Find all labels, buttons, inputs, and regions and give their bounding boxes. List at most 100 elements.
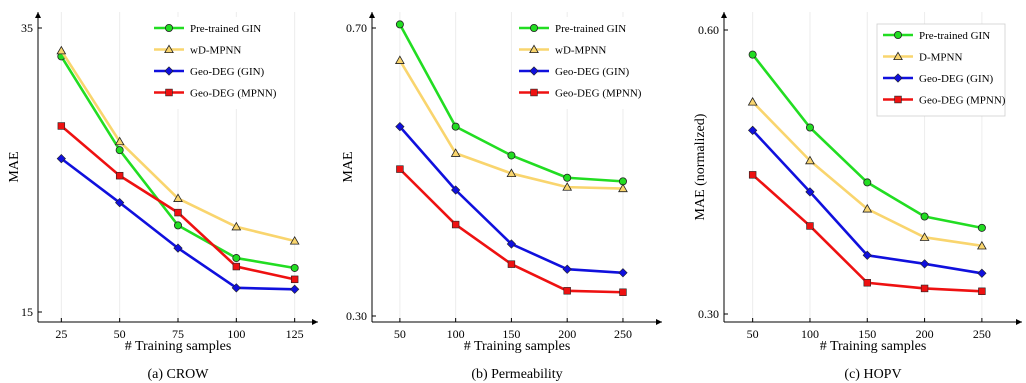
y-axis-label: MAE	[341, 151, 356, 182]
data-point	[231, 283, 241, 293]
panel-hopv: 50 100 150 200 250 0.60 0.30 # Training samples…	[693, 12, 1022, 382]
x-tick-label: 150	[858, 327, 876, 341]
legend-label: Pre-trained GIN	[190, 23, 261, 35]
legend-label: Geo-DEG (MPNN)	[919, 95, 1006, 107]
x-tick-label: 50	[747, 327, 759, 341]
data-point	[805, 123, 814, 132]
legend-marker	[894, 95, 902, 104]
data-point	[173, 243, 183, 253]
legend-label: Geo-DEG (MPNN)	[190, 88, 277, 100]
legend-label: wD-MPNN	[555, 45, 606, 57]
legend-label: wD-MPNN	[190, 45, 241, 57]
y-axis-label: MAE	[7, 151, 22, 182]
data-point	[395, 122, 405, 132]
x-tick-label: 100	[227, 327, 245, 341]
x-tick-label: 200	[916, 327, 934, 341]
x-tick-label: 75	[172, 327, 184, 341]
data-point	[863, 279, 871, 287]
data-point	[451, 220, 460, 229]
data-point	[507, 151, 516, 160]
data-point	[57, 122, 66, 130]
data-point	[805, 155, 815, 165]
legend-marker	[893, 73, 903, 83]
panel-crow: 25 50 75 100 125 35 15 # Training samples MAE (a)…	[7, 12, 318, 382]
series-wd-mpnn	[394, 55, 628, 193]
legend-marker	[164, 44, 174, 54]
data-point	[395, 20, 404, 29]
x-axis-arrow	[656, 319, 662, 325]
data-point	[563, 287, 571, 295]
x-tick-label: 25	[55, 327, 67, 341]
data-point	[290, 263, 299, 272]
x-tick-label: 50	[114, 327, 126, 341]
data-point	[976, 240, 987, 250]
data-point	[506, 239, 517, 249]
legend-marker	[164, 23, 173, 32]
panel-permeability: 50 100 150 200 250 0.70 0.30 # Training samples…	[341, 12, 662, 382]
data-point	[114, 136, 125, 146]
data-point	[562, 264, 572, 274]
data-point	[748, 50, 757, 59]
y-axis-arrow	[721, 12, 727, 18]
data-point	[748, 171, 757, 179]
x-tick-label: 125	[286, 327, 304, 341]
data-point	[748, 125, 758, 135]
legend-marker	[529, 44, 539, 54]
x-tick-label: 250	[973, 327, 991, 341]
legend-marker	[893, 51, 903, 61]
series-geo-deg-mpnn-	[748, 171, 986, 295]
series-geo-deg-mpnn-	[396, 165, 627, 296]
series-pre-trained-gin	[395, 20, 627, 186]
data-point	[863, 178, 872, 187]
panel-caption: (a) CROW	[147, 367, 209, 382]
x-axis-arrow	[1016, 319, 1022, 325]
data-point	[920, 212, 929, 221]
data-point	[56, 154, 66, 164]
data-point	[806, 222, 814, 230]
series-geo-deg-gin-	[748, 125, 987, 278]
data-point	[231, 221, 242, 231]
legend: Pre-trained GIN D-MPNN Geo-DEG (GIN) Geo-DE…	[876, 23, 1006, 117]
legend: Pre-trained GIN wD-MPNN Geo-DEG (GIN) Geo-D…	[513, 17, 653, 109]
legend-label: D-MPNN	[919, 52, 962, 64]
y-tick-label: 35	[21, 21, 33, 35]
legend-marker	[894, 30, 903, 39]
data-point	[115, 198, 125, 208]
x-axis-label: # Training samples	[125, 339, 232, 354]
series-d-mpnn	[747, 96, 987, 250]
data-point	[450, 148, 461, 157]
series-wd-mpnn	[56, 45, 300, 245]
x-tick-label: 200	[558, 327, 576, 341]
data-point	[805, 187, 815, 197]
legend-marker	[530, 88, 538, 97]
data-point	[289, 235, 300, 245]
data-point	[618, 268, 628, 278]
legend-label: Pre-trained GIN	[555, 23, 626, 35]
legend-label: Geo-DEG (GIN)	[190, 66, 265, 78]
y-tick-label: 15	[21, 305, 33, 319]
data-point	[394, 55, 405, 64]
y-axis-arrow	[35, 12, 41, 18]
data-point	[232, 262, 241, 271]
legend-marker	[529, 66, 539, 76]
data-point	[56, 45, 67, 55]
data-point	[747, 96, 758, 106]
x-tick-label: 150	[502, 327, 520, 341]
y-tick-label: 0.60	[698, 23, 719, 37]
data-point	[862, 203, 873, 213]
data-point	[977, 268, 987, 278]
data-point	[919, 232, 930, 241]
data-point	[451, 185, 461, 195]
data-point	[919, 259, 930, 269]
data-point	[173, 193, 183, 202]
legend-marker	[530, 23, 539, 32]
data-point	[618, 183, 628, 193]
legend-label: Pre-trained GIN	[919, 30, 990, 42]
data-point	[174, 208, 182, 217]
x-tick-label: 250	[614, 327, 632, 341]
y-axis-arrow	[369, 12, 375, 18]
data-point	[506, 168, 517, 177]
data-point	[115, 146, 124, 155]
data-point	[562, 182, 573, 191]
